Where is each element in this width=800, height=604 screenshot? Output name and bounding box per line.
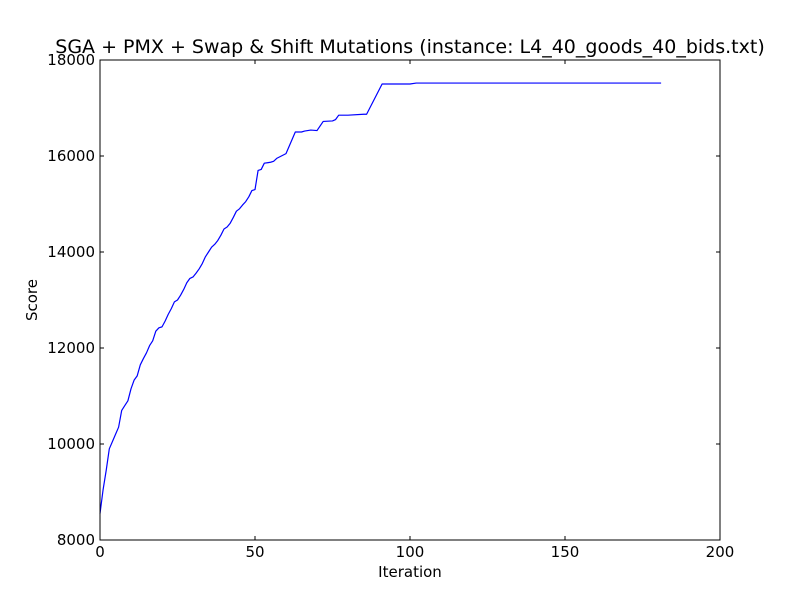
x-axis-label: Iteration bbox=[378, 563, 442, 581]
x-tick-label: 100 bbox=[396, 543, 425, 561]
y-tick-label: 14000 bbox=[47, 243, 95, 261]
x-tick-label: 200 bbox=[706, 543, 735, 561]
x-tick-label: 0 bbox=[95, 543, 105, 561]
y-axis-label: Score bbox=[23, 279, 41, 321]
x-tick-label: 50 bbox=[245, 543, 264, 561]
plot-frame bbox=[99, 59, 721, 541]
y-tick-label: 18000 bbox=[47, 51, 95, 69]
series-line-1 bbox=[99, 82, 662, 514]
y-tick-label: 8000 bbox=[57, 531, 95, 549]
chart-title: SGA + PMX + Swap & Shift Mutations (inst… bbox=[55, 36, 764, 58]
y-tick-label: 12000 bbox=[47, 339, 95, 357]
y-tick-label: 10000 bbox=[47, 435, 95, 453]
series-layer bbox=[99, 82, 662, 514]
x-tick-label: 150 bbox=[551, 543, 580, 561]
y-tick-label: 16000 bbox=[47, 147, 95, 165]
axis-ticks: 0 50 100 150 200 8000 10000 12000 14000 16000 1800… bbox=[47, 51, 734, 561]
